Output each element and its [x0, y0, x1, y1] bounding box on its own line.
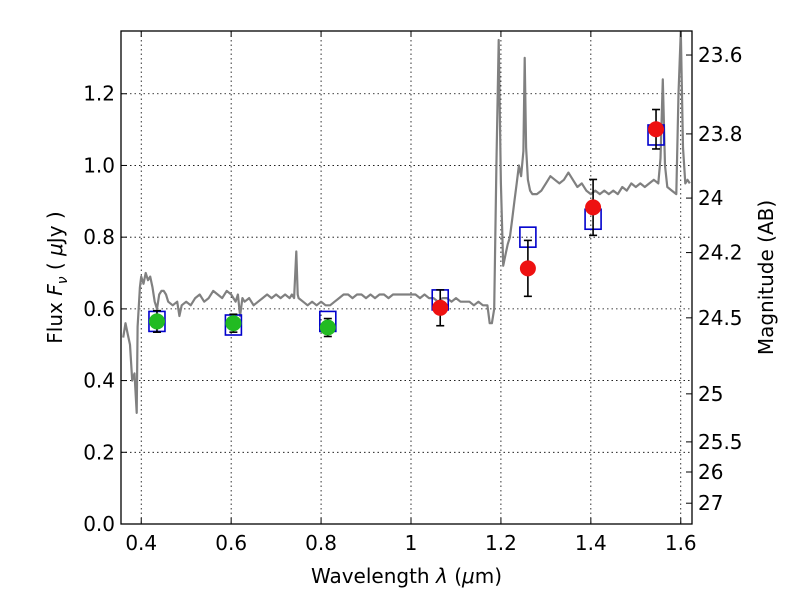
optical-photometry-point: [319, 319, 336, 336]
x-axis-label-text: Wavelength: [311, 564, 430, 588]
y-tick-label: 0.2: [83, 440, 115, 464]
y2-tick-label: 27: [698, 491, 723, 515]
x-tick-label: 0.8: [305, 531, 337, 555]
y-tick-label: 0.4: [83, 369, 115, 393]
axis-ticks: 0.4 0.6 0.8 1 1.2 1.4 1.6 0.0 0.2 0.4 0.6 0.8 1.0 1.2…: [83, 31, 743, 555]
y-axis-subscript: ν: [55, 276, 71, 284]
y2-tick-label: 26: [698, 460, 723, 484]
y2-tick-label: 25.5: [698, 430, 743, 454]
near-ir-photometry-point: [585, 199, 602, 216]
grid-lines: [121, 31, 692, 525]
y2-tick-label: 23.6: [698, 43, 743, 67]
optical-photometry-point: [225, 315, 242, 332]
photometry-markers: [148, 108, 665, 338]
y-axis-label: Flux Fν ( μJy ): [43, 211, 71, 343]
x-axis-unit-open: (: [454, 564, 462, 588]
x-tick-label: 1.2: [485, 531, 517, 555]
y-tick-label: 1.0: [83, 153, 115, 177]
x-tick-label: 0.6: [215, 531, 247, 555]
y-axis-label-text: Flux: [43, 302, 67, 344]
x-axis-label: Wavelength λ (μm): [311, 564, 502, 588]
x-axis-symbol: λ: [435, 564, 448, 588]
y-axis-symbol: F: [43, 284, 67, 296]
y-tick-label: 0.6: [83, 297, 115, 321]
near-ir-photometry-point: [519, 260, 536, 277]
y-axis-unit-mu: μ: [43, 243, 67, 257]
y-axis-unit-rest: Jy ): [43, 211, 67, 245]
x-tick-label: 0.4: [125, 531, 157, 555]
spectrum-line: [122, 31, 691, 414]
y2-axis-label: Magnitude (AB): [754, 200, 778, 355]
y2-tick-label: 24.5: [698, 306, 743, 330]
near-ir-photometry-point: [432, 299, 449, 316]
y-tick-label: 0.0: [83, 512, 115, 536]
y2-tick-label: 23.8: [698, 122, 743, 146]
x-tick-label: 1.6: [665, 531, 697, 555]
spectrum-series: [122, 31, 691, 414]
optical-photometry-point: [148, 313, 165, 330]
y2-tick-label: 24: [698, 186, 723, 210]
x-tick-label: 1.4: [575, 531, 607, 555]
y2-tick-label: 25: [698, 382, 723, 406]
y-tick-label: 1.2: [83, 82, 115, 106]
y-axis-unit-open: (: [43, 262, 67, 270]
y-tick-label: 0.8: [83, 225, 115, 249]
x-axis-unit-rest: m): [475, 564, 502, 588]
plot-frame: [120, 30, 693, 525]
y2-tick-label: 24.2: [698, 241, 743, 265]
x-tick-label: 1: [405, 531, 418, 555]
x-axis-unit-mu: μ: [461, 564, 475, 588]
near-ir-photometry-point: [648, 121, 665, 138]
